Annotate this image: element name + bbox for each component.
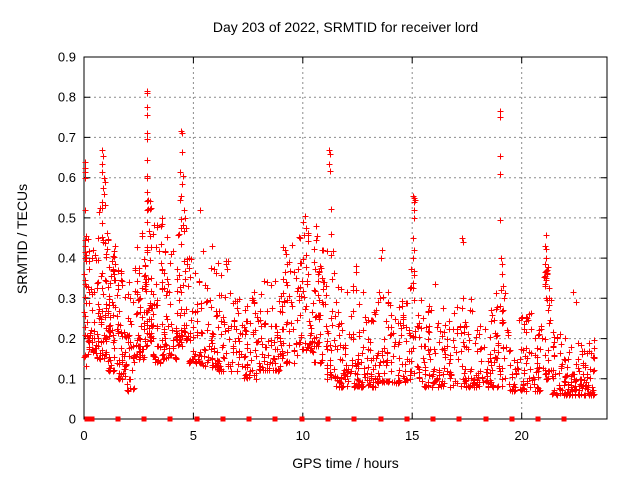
y-tick-label: 0.9 — [58, 50, 76, 65]
y-tick-label: 0.4 — [58, 251, 76, 266]
baseline-square-marker — [456, 416, 462, 422]
x-tick-label: 0 — [80, 428, 87, 443]
x-tick-labels: 0 5 10 15 20 — [80, 428, 529, 443]
baseline-square-marker — [272, 416, 278, 422]
baseline-square-marker — [404, 416, 410, 422]
x-tick-label: 5 — [190, 428, 197, 443]
y-tick-label: 0.2 — [58, 331, 76, 346]
baseline-square-marker — [561, 416, 567, 422]
baseline-square-marker — [299, 416, 305, 422]
baseline-square-marker — [378, 416, 384, 422]
baseline-square-marker — [115, 416, 121, 422]
baseline-square-marker — [325, 416, 331, 422]
baseline-square-marker — [483, 416, 489, 422]
x-tick-label: 10 — [296, 428, 310, 443]
baseline-square-marker — [167, 416, 173, 422]
scatter-points — [81, 88, 598, 399]
y-tick-label: 0.6 — [58, 170, 76, 185]
baseline-square-marker — [89, 416, 95, 422]
baseline-square-marker — [246, 416, 252, 422]
x-axis-label: GPS time / hours — [292, 455, 399, 471]
baseline-squares — [84, 416, 567, 422]
baseline-square-marker — [351, 416, 357, 422]
grid-lines — [84, 57, 607, 419]
baseline-square-marker — [194, 416, 200, 422]
y-tick-labels: 0 0.1 0.2 0.3 0.4 0.5 0.6 0.7 0.8 0.9 — [58, 50, 76, 427]
y-tick-label: 0.8 — [58, 90, 76, 105]
axis-ticks — [83, 56, 607, 420]
baseline-square-marker — [220, 416, 226, 422]
y-tick-label: 0.1 — [58, 371, 76, 386]
y-tick-label: 0.7 — [58, 130, 76, 145]
chart-title: Day 203 of 2022, SRMTID for receiver lor… — [212, 19, 479, 35]
plot-border — [83, 56, 608, 420]
x-tick-label: 20 — [514, 428, 528, 443]
y-tick-label: 0.5 — [58, 210, 76, 225]
baseline-square-marker — [141, 416, 147, 422]
y-tick-label: 0 — [69, 412, 76, 427]
baseline-square-marker — [430, 416, 436, 422]
baseline-square-marker — [535, 416, 541, 422]
baseline-square-marker — [509, 416, 515, 422]
x-tick-label: 15 — [405, 428, 419, 443]
baseline-square-marker — [84, 416, 90, 422]
y-tick-label: 0.3 — [58, 291, 76, 306]
